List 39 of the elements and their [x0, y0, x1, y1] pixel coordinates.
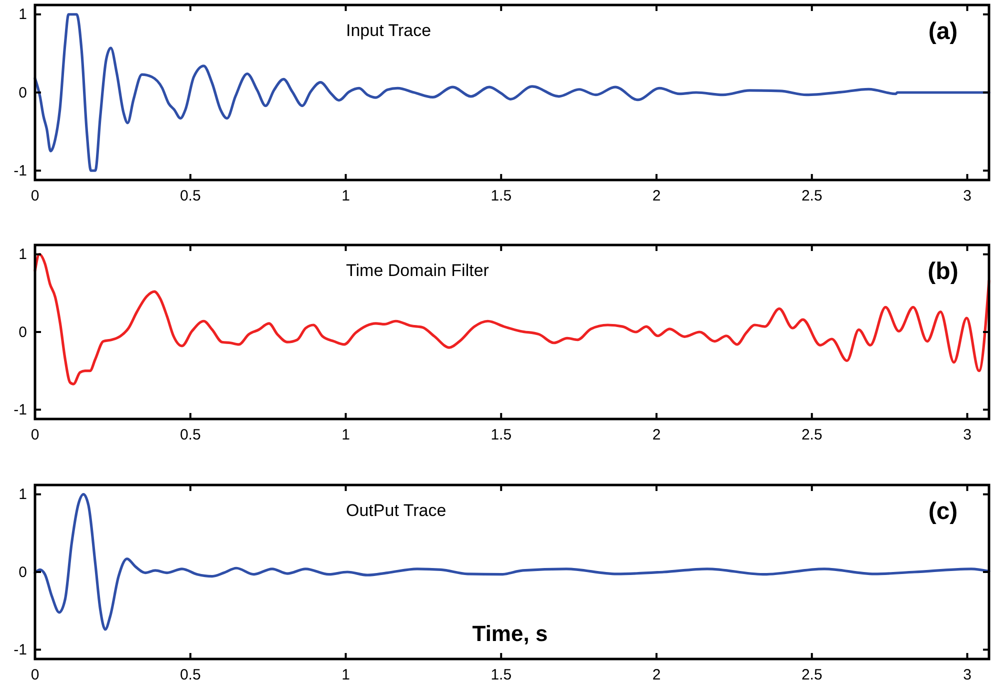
text: Time Domain Filter — [346, 261, 490, 280]
x-tick-label: 0.5 — [180, 666, 201, 684]
x-tick-label: 0.5 — [180, 426, 201, 444]
x-tick-label: 3 — [963, 426, 972, 444]
y-tick-label: -1 — [14, 641, 27, 658]
y-tick-label: 1 — [18, 486, 27, 504]
annotation: (a) — [928, 18, 958, 45]
x-tick-label: 0 — [30, 426, 40, 444]
y-tick-label: -1 — [14, 401, 27, 418]
y-tick-label: 0 — [18, 84, 27, 102]
y-tick-label: -1 — [14, 162, 27, 180]
text: OutPut Trace — [346, 501, 446, 520]
annotation: (b) — [928, 258, 958, 285]
x-tick-label: 1.5 — [490, 188, 512, 205]
y-tick-label: 0 — [18, 564, 27, 581]
x-tick-label: 3 — [963, 666, 972, 684]
x-tick-label: 1 — [342, 426, 350, 444]
x-tick-label: 1.5 — [490, 426, 512, 444]
text: Input Trace — [346, 21, 432, 40]
x-tick-label: 0 — [30, 188, 40, 205]
y-tick-label: 1 — [18, 6, 27, 24]
x-tick-label: 0.5 — [180, 188, 201, 205]
y-tick-label: 0 — [18, 324, 27, 341]
y-tick-label: 1 — [18, 246, 27, 264]
x-tick-label: 2 — [652, 426, 661, 444]
x-tick-label: 2 — [652, 666, 661, 684]
x-tick-label: 0 — [30, 666, 40, 684]
annotation: (c) — [928, 498, 958, 525]
line-series — [34, 253, 990, 386]
x-axis-title: Time, s — [472, 621, 548, 646]
line-series — [34, 13, 990, 172]
x-tick-label: 2 — [652, 188, 661, 205]
x-tick-label: 1 — [342, 666, 350, 684]
x-tick-label: 1.5 — [490, 666, 512, 684]
x-tick-label: 2.5 — [801, 426, 822, 444]
x-tick-label: 2.5 — [801, 188, 822, 205]
x-tick-label: 2.5 — [801, 666, 822, 684]
x-tick-label: 3 — [963, 188, 972, 205]
x-tick-label: 1 — [342, 188, 350, 205]
